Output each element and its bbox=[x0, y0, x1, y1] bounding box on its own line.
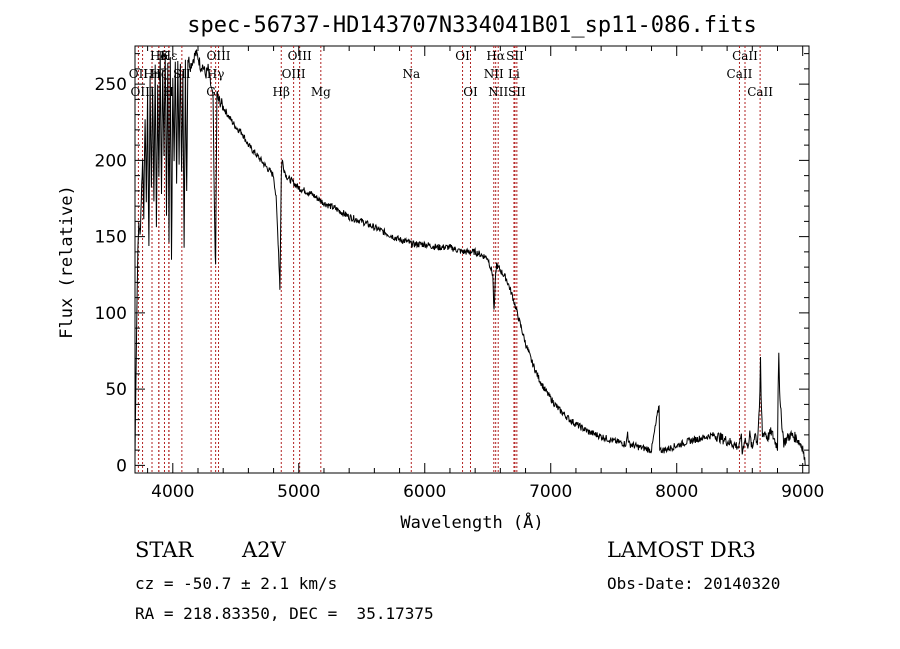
y-tick-label: 150 bbox=[95, 228, 127, 248]
x-axis-label: Wavelength (Å) bbox=[400, 511, 543, 533]
spectral-line-markers bbox=[137, 46, 761, 473]
line-label-nii: NII bbox=[484, 67, 504, 81]
line-label-oi: OI bbox=[463, 85, 478, 99]
line-label-hη: Hη bbox=[143, 67, 161, 81]
y-axis-ticks: 0 50 100 150 200 250 bbox=[95, 53, 809, 476]
object-subclass: A2V bbox=[242, 538, 286, 562]
y-tick-label: 100 bbox=[95, 304, 127, 324]
y-tick-label: 250 bbox=[95, 75, 127, 95]
line-label-oiii: OIII bbox=[282, 67, 306, 81]
object-class: STAR bbox=[135, 538, 194, 562]
x-axis-ticks: 4000 5000 6000 7000 8000 9000 bbox=[147, 46, 824, 502]
x-tick-label: 8000 bbox=[655, 482, 698, 502]
line-label-nii: NII bbox=[488, 85, 508, 99]
chart-title: spec-56737-HD143707N334041B01_sp11-086.f… bbox=[187, 13, 757, 38]
y-tick-label: 200 bbox=[95, 151, 127, 171]
line-label-sii: SII bbox=[506, 49, 524, 63]
line-label-oiii: OIII bbox=[131, 85, 155, 99]
line-label-g: G bbox=[206, 85, 216, 99]
line-label-hα: Hα bbox=[486, 49, 505, 63]
line-label-caii: CaII bbox=[727, 67, 753, 81]
y-tick-label: 50 bbox=[105, 380, 127, 400]
x-tick-label: 7000 bbox=[529, 482, 572, 502]
line-label-sii: SII bbox=[508, 85, 526, 99]
coordinates: RA = 218.83350, DEC = 35.17375 bbox=[135, 604, 434, 623]
y-tick-label: 0 bbox=[116, 456, 127, 476]
line-label-hδ: Hδ bbox=[150, 49, 168, 63]
x-tick-label: 6000 bbox=[403, 482, 446, 502]
x-tick-label: 9000 bbox=[781, 482, 824, 502]
line-label-caii: CaII bbox=[732, 49, 758, 63]
line-label-oi: OI bbox=[455, 49, 470, 63]
line-label-hγ: Hγ bbox=[207, 67, 225, 81]
line-label-li: Li bbox=[508, 67, 520, 81]
line-label-hβ: Hβ bbox=[273, 85, 290, 99]
spectrum-line bbox=[134, 49, 806, 466]
plot-frame bbox=[134, 45, 810, 474]
line-label-h: H bbox=[164, 85, 174, 99]
redshift-velocity: cz = -50.7 ± 2.1 km/s bbox=[135, 574, 338, 593]
line-label-hε: Hε bbox=[161, 49, 178, 63]
line-label-oiii: OIII bbox=[288, 49, 312, 63]
line-label-na: Na bbox=[402, 67, 420, 81]
line-label-caii: CaII bbox=[747, 85, 773, 99]
line-label-oiii: OIII bbox=[206, 49, 230, 63]
observation-date: Obs-Date: 20140320 bbox=[607, 574, 781, 593]
line-label-mg: Mg bbox=[311, 85, 331, 99]
x-tick-label: 5000 bbox=[277, 482, 320, 502]
line-label-oii: OII bbox=[129, 67, 149, 81]
y-axis-label: Flux (relative) bbox=[57, 185, 77, 339]
survey-name: LAMOST DR3 bbox=[607, 538, 756, 562]
x-tick-label: 4000 bbox=[151, 482, 194, 502]
